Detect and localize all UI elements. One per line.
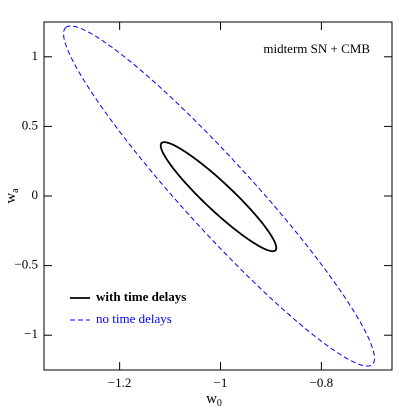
x-label-sub: 0	[217, 398, 222, 409]
x-label-main: w	[206, 391, 217, 407]
contour	[159, 141, 278, 253]
x-tick-label: −1	[214, 375, 228, 390]
x-tick-label: −0.8	[310, 375, 334, 390]
y-axis-label: wa	[3, 188, 21, 204]
y-label-main: w	[3, 193, 19, 204]
y-label-sub: a	[10, 188, 21, 193]
y-tick-label: 0.5	[22, 117, 38, 132]
y-tick-label: 0	[32, 187, 39, 202]
annotation: midterm SN + CMB	[263, 41, 370, 56]
y-tick-label: −1	[24, 326, 38, 341]
y-tick-label: −0.5	[14, 257, 38, 272]
x-axis-label: w0	[206, 391, 222, 409]
x-tick-label: −1.2	[108, 375, 132, 390]
legend-label: no time delays	[96, 311, 172, 326]
y-tick-label: 1	[32, 48, 39, 63]
contour	[63, 25, 375, 367]
legend-label: with time delays	[96, 289, 186, 304]
